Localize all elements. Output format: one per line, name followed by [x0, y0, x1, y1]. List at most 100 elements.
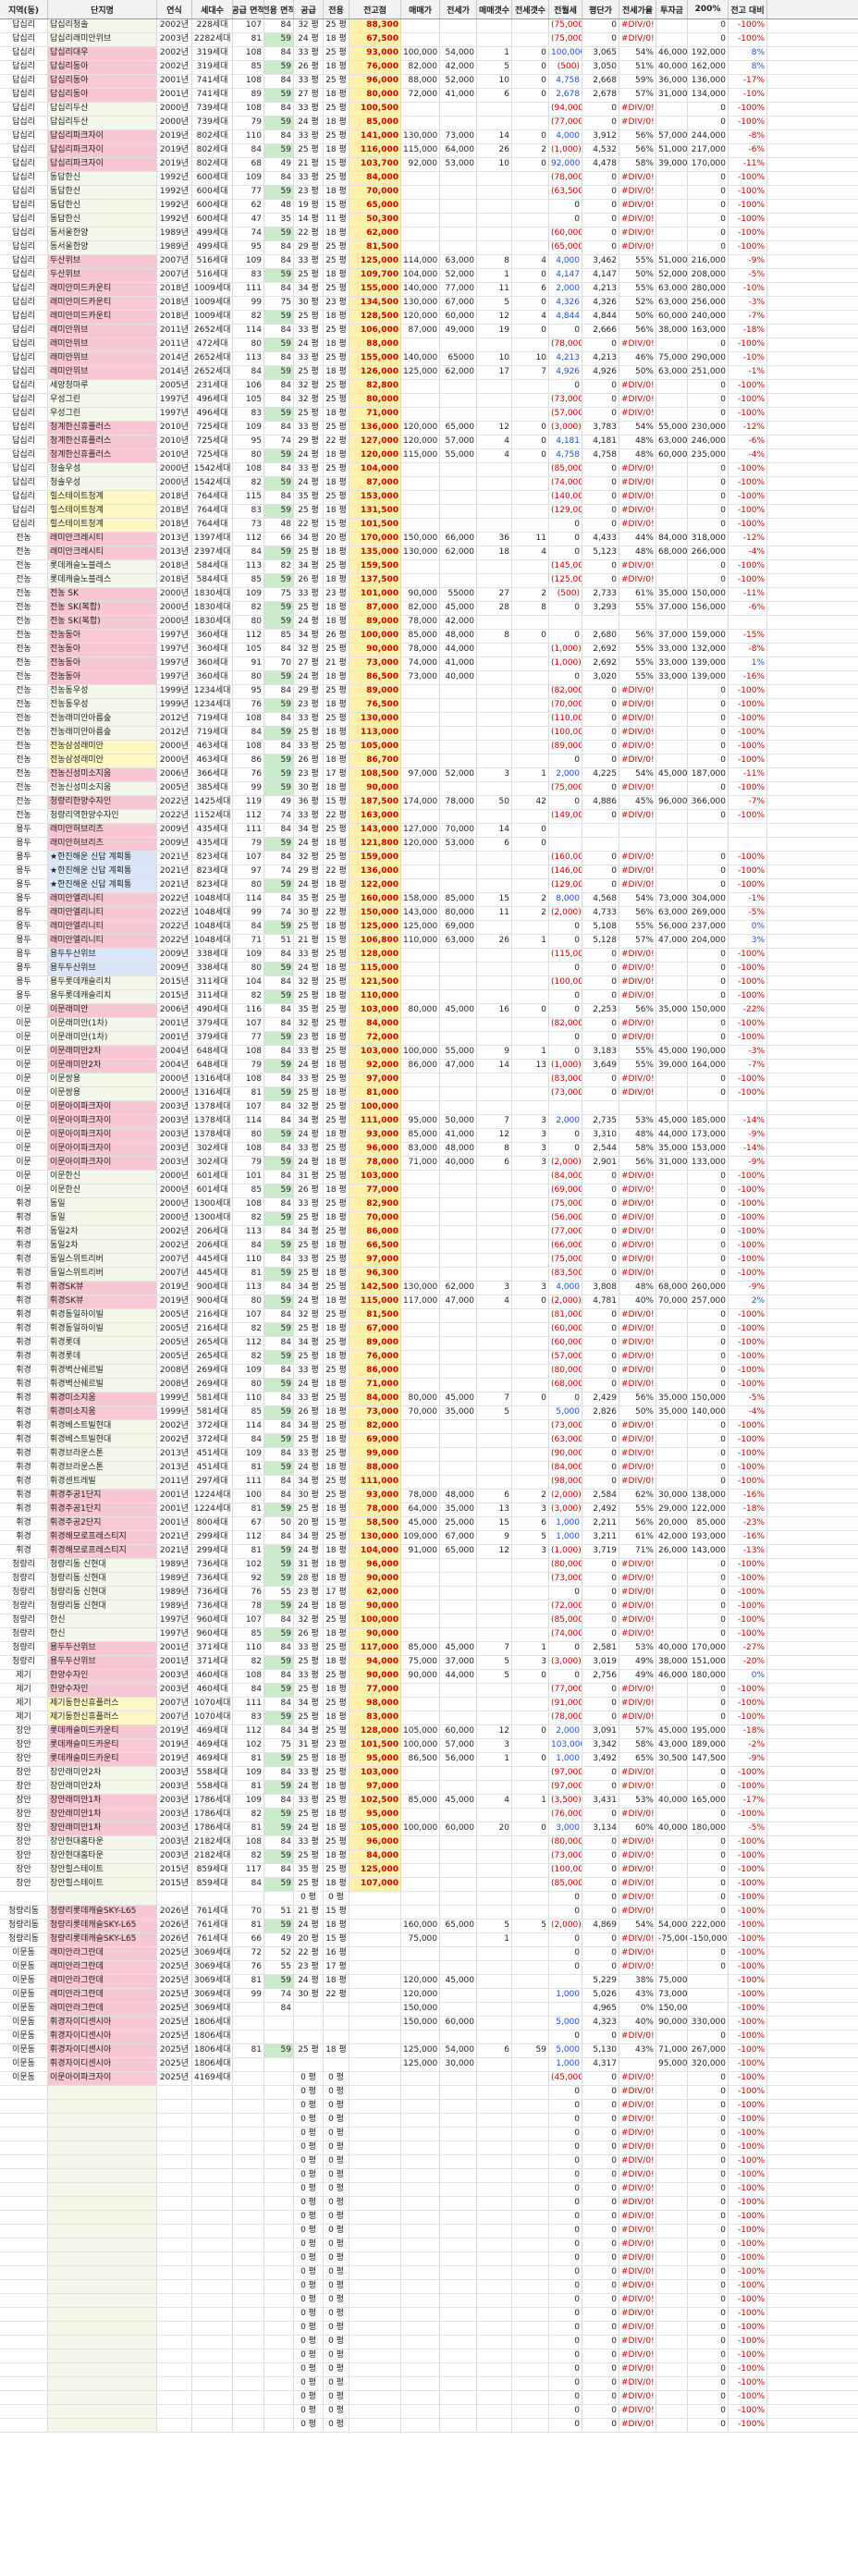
cell-sup[interactable]: 114: [233, 893, 264, 906]
cell-exc[interactable]: 59: [264, 546, 294, 559]
cell-cnt1[interactable]: [477, 172, 512, 185]
cell-price[interactable]: [401, 338, 440, 351]
cell-vs[interactable]: 0%: [729, 921, 767, 934]
cell-rent[interactable]: 4,147: [549, 269, 582, 282]
cell-pyprice[interactable]: 0: [582, 741, 619, 754]
cell-exc[interactable]: 74: [264, 865, 294, 878]
column-header[interactable]: 전용 면적: [264, 0, 294, 18]
cell-rent[interactable]: 0: [549, 2225, 582, 2238]
cell-exc[interactable]: 59: [264, 1032, 294, 1045]
cell-units[interactable]: 472세대: [192, 338, 233, 351]
cell-py[interactable]: 25 평: [294, 408, 324, 421]
cell-cnt1[interactable]: 5: [477, 1920, 512, 1932]
cell-x200[interactable]: 143,000: [688, 1545, 729, 1558]
cell-region[interactable]: 답십리: [0, 158, 48, 171]
cell-peak[interactable]: 70,000: [349, 1212, 401, 1225]
cell-py[interactable]: 0 평: [294, 2086, 324, 2099]
cell-cnt1[interactable]: 11: [477, 907, 512, 920]
cell-units[interactable]: 1786세대: [192, 1795, 233, 1808]
cell-cnt2[interactable]: 3: [512, 1129, 549, 1142]
cell-epy[interactable]: 15 평: [324, 935, 349, 948]
cell-vs[interactable]: -100%: [729, 2239, 767, 2251]
cell-rate[interactable]: #DIV/0!: [619, 200, 656, 213]
cell-year[interactable]: 1992년: [157, 200, 192, 213]
cell-peak[interactable]: 86,500: [349, 671, 401, 684]
cell-rent[interactable]: (3,000): [549, 1503, 582, 1516]
cell-peak[interactable]: 84,000: [349, 1850, 401, 1863]
cell-cnt1[interactable]: [477, 380, 512, 393]
cell-x200[interactable]: 0: [688, 976, 729, 989]
cell-exc[interactable]: 84: [264, 75, 294, 88]
cell-cnt2[interactable]: [512, 782, 549, 795]
cell-jeonse[interactable]: 62,000: [440, 366, 477, 379]
cell-cnt2[interactable]: [512, 1184, 549, 1197]
cell-units[interactable]: 4169세대: [192, 2072, 233, 2085]
cell-jeonse[interactable]: [440, 1684, 477, 1697]
cell-name[interactable]: 동일2차: [48, 1240, 157, 1253]
cell-year[interactable]: [157, 2363, 192, 2376]
cell-cnt2[interactable]: [512, 491, 549, 504]
cell-name[interactable]: 래미안위브: [48, 338, 157, 351]
cell-rate[interactable]: #DIV/0!: [619, 574, 656, 587]
cell-epy[interactable]: 25 평: [324, 352, 349, 365]
cell-rate[interactable]: #DIV/0!: [619, 1850, 656, 1863]
cell-vs[interactable]: -14%: [729, 1143, 767, 1156]
cell-region[interactable]: 용두: [0, 990, 48, 1003]
cell-peak[interactable]: [349, 2141, 401, 2154]
cell-x200[interactable]: 170,000: [688, 1642, 729, 1655]
cell-sup[interactable]: 113: [233, 560, 264, 573]
cell-name[interactable]: 청솔우성: [48, 463, 157, 476]
cell-vs[interactable]: -100%: [729, 1420, 767, 1433]
cell-jeonse[interactable]: 55000: [440, 588, 477, 601]
cell-pyprice[interactable]: 0: [582, 2197, 619, 2210]
cell-vs[interactable]: -100%: [729, 2391, 767, 2404]
cell-x200[interactable]: 246,000: [688, 435, 729, 448]
cell-sup[interactable]: 84: [233, 144, 264, 157]
cell-sup[interactable]: 102: [233, 1739, 264, 1752]
cell-cnt1[interactable]: [477, 2003, 512, 2016]
cell-cnt2[interactable]: 0: [512, 158, 549, 171]
cell-cnt2[interactable]: [512, 2169, 549, 2182]
cell-x200[interactable]: 0: [688, 186, 729, 199]
cell-cnt2[interactable]: [512, 1850, 549, 1863]
cell-rate[interactable]: 46%: [619, 352, 656, 365]
cell-name[interactable]: 래미안위브: [48, 366, 157, 379]
cell-sup[interactable]: 80: [233, 616, 264, 629]
cell-epy[interactable]: [324, 2030, 349, 2043]
cell-invest[interactable]: [656, 2363, 688, 2376]
cell-units[interactable]: [192, 2169, 233, 2182]
cell-vs[interactable]: -100%: [729, 963, 767, 975]
cell-sup[interactable]: 101: [233, 1171, 264, 1184]
cell-rate[interactable]: #DIV/0!: [619, 782, 656, 795]
cell-cnt1[interactable]: [477, 2322, 512, 2335]
cell-name[interactable]: 전농동우성: [48, 685, 157, 698]
cell-rate[interactable]: 0%: [619, 2003, 656, 2016]
cell-cnt2[interactable]: [512, 103, 549, 116]
cell-price[interactable]: 80,000: [401, 1004, 440, 1017]
cell-exc[interactable]: 59: [264, 1240, 294, 1253]
cell-sup[interactable]: 85: [233, 1184, 264, 1197]
cell-units[interactable]: 379세대: [192, 1032, 233, 1045]
cell-sup[interactable]: 107: [233, 19, 264, 32]
cell-vs[interactable]: -100%: [729, 186, 767, 199]
cell-pyprice[interactable]: 0: [582, 1337, 619, 1350]
cell-invest[interactable]: 37,000: [656, 630, 688, 643]
cell-year[interactable]: 2019년: [157, 130, 192, 143]
cell-cnt2[interactable]: 0: [512, 422, 549, 435]
cell-rate[interactable]: #DIV/0!: [619, 2211, 656, 2224]
cell-jeonse[interactable]: [440, 1781, 477, 1794]
cell-cnt2[interactable]: 4: [512, 311, 549, 324]
cell-units[interactable]: 371세대: [192, 1642, 233, 1655]
cell-invest[interactable]: [656, 963, 688, 975]
cell-year[interactable]: 2018년: [157, 297, 192, 310]
cell-region[interactable]: 답십리: [0, 200, 48, 213]
cell-peak[interactable]: 121,800: [349, 838, 401, 851]
cell-sup[interactable]: 81: [233, 1920, 264, 1932]
cell-units[interactable]: 1009세대: [192, 283, 233, 296]
cell-vs[interactable]: -4%: [729, 1406, 767, 1419]
cell-x200[interactable]: 0: [688, 1614, 729, 1627]
cell-vs[interactable]: -100%: [729, 2377, 767, 2390]
cell-peak[interactable]: 125,000: [349, 921, 401, 934]
cell-x200[interactable]: 0: [688, 2294, 729, 2307]
cell-units[interactable]: 1009세대: [192, 311, 233, 324]
